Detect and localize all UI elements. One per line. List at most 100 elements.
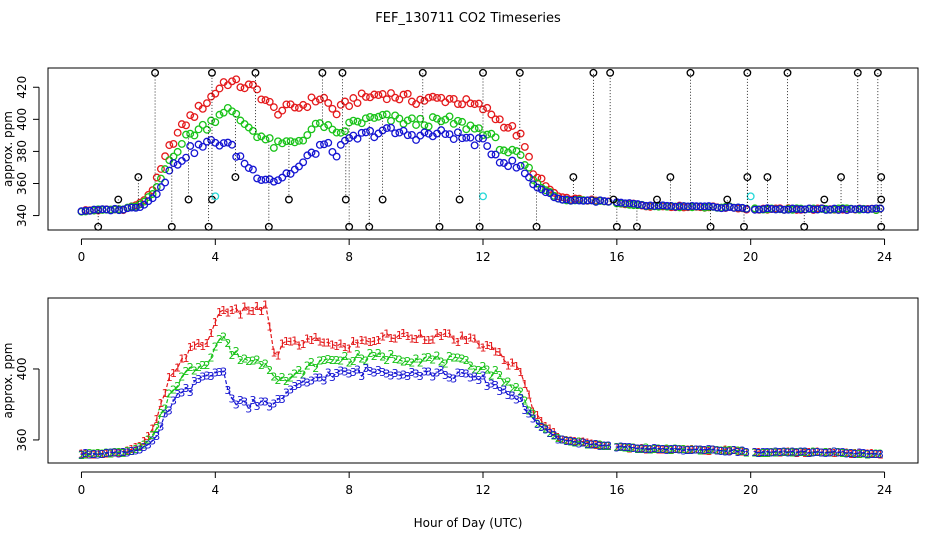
series-marker-green: 2 [730, 444, 737, 457]
data-point-red [504, 123, 513, 132]
series-marker-red: 1 [199, 340, 206, 353]
data-point-green [403, 116, 412, 125]
y-tick-label: 340 [15, 204, 29, 227]
series-marker-green: 2 [454, 352, 461, 365]
series-marker-blue: 3 [710, 444, 717, 457]
series-marker-red: 1 [291, 335, 298, 348]
data-point-blue [156, 183, 165, 192]
data-point-green [491, 133, 500, 142]
series-marker-green: 2 [295, 364, 302, 377]
series-marker-blue: 3 [584, 438, 591, 451]
data-point-red [232, 75, 241, 84]
series-marker-green: 2 [546, 427, 553, 440]
data-point-green [374, 112, 383, 121]
data-point-blue [725, 203, 734, 212]
series-marker-red: 1 [433, 327, 440, 340]
data-point-blue [353, 134, 362, 143]
data-point-red [156, 165, 165, 173]
data-point-cyan [746, 192, 755, 201]
series-marker-blue: 3 [802, 446, 809, 459]
series-marker-green: 2 [735, 445, 742, 458]
series-marker-green: 2 [459, 352, 466, 365]
data-point-blue [830, 204, 839, 213]
series-marker-blue: 3 [442, 369, 449, 382]
y-tick-label: 400 [15, 358, 29, 381]
series-marker-green: 2 [601, 440, 608, 453]
data-point-blue [194, 140, 203, 149]
series-marker-green: 2 [567, 436, 574, 449]
data-point-blue [328, 147, 337, 156]
data-point-blue [370, 133, 379, 142]
series-marker-green: 2 [291, 368, 298, 381]
series-marker-red: 1 [233, 302, 240, 315]
series-marker-blue: 3 [496, 385, 503, 398]
data-point-blue [562, 195, 571, 204]
series-marker-blue: 3 [379, 366, 386, 379]
series-marker-green: 2 [684, 444, 691, 457]
series-marker-blue: 3 [429, 370, 436, 383]
series-marker-green: 2 [651, 443, 658, 456]
data-point-blue [269, 177, 278, 186]
series-marker-blue: 3 [572, 436, 579, 449]
series-marker-blue: 3 [500, 384, 507, 397]
data-point-blue [805, 204, 814, 213]
data-point-blue [424, 129, 433, 138]
series-marker-red: 1 [375, 334, 382, 347]
series-marker-red: 1 [178, 353, 185, 366]
data-point-blue [851, 205, 860, 214]
data-point-red [533, 173, 542, 182]
series-marker-blue: 3 [187, 386, 194, 399]
series-marker-blue: 3 [601, 440, 608, 453]
data-point-blue [102, 205, 111, 214]
series-marker-blue: 3 [446, 371, 453, 384]
series-marker-green: 2 [450, 351, 457, 364]
series-marker-green: 2 [442, 358, 449, 371]
data-point-blue [453, 128, 462, 137]
x-tick-label: 20 [743, 483, 758, 497]
series-marker-red: 1 [618, 441, 625, 454]
series-marker-green: 2 [116, 446, 123, 459]
series-marker-green: 2 [404, 355, 411, 368]
series-marker-green: 2 [258, 359, 265, 372]
data-point-red [320, 93, 329, 102]
series-marker-green: 2 [254, 353, 261, 366]
data-point-blue [395, 128, 404, 137]
data-point-blue [801, 205, 810, 214]
series-marker-blue: 3 [459, 367, 466, 380]
series-marker-green: 2 [526, 404, 533, 417]
data-point-green [349, 116, 358, 125]
series-marker-green: 2 [408, 357, 415, 370]
series-marker-red: 1 [91, 448, 98, 461]
data-point-blue [119, 205, 128, 214]
series-marker-green: 2 [664, 443, 671, 456]
series-marker-red: 1 [262, 298, 269, 311]
data-point-blue [182, 153, 190, 162]
series-marker-red: 1 [492, 346, 499, 359]
data-point-blue [847, 204, 856, 213]
series-marker-green: 2 [572, 436, 579, 449]
series-marker-red: 1 [848, 448, 855, 461]
series-marker-green: 2 [672, 443, 679, 456]
series-marker-blue: 3 [400, 369, 407, 382]
y-tick-label: 360 [15, 172, 29, 195]
data-point-red [399, 90, 408, 99]
data-point-green [341, 127, 349, 136]
data-point-blue [776, 204, 784, 213]
data-point-blue [115, 206, 124, 215]
data-point-blue [525, 173, 533, 182]
series-marker-blue: 3 [358, 370, 365, 383]
series-marker-blue: 3 [735, 446, 742, 459]
series-marker-red: 1 [484, 339, 491, 352]
data-point-green [428, 113, 437, 122]
series-marker-blue: 3 [634, 442, 641, 455]
series-marker-green: 2 [132, 443, 139, 456]
series-marker-red: 1 [446, 327, 453, 340]
series-marker-red: 1 [781, 446, 788, 459]
series-marker-green: 2 [471, 364, 478, 377]
series-marker-blue: 3 [329, 371, 336, 384]
series-marker-blue: 3 [229, 393, 236, 406]
data-point-green [357, 119, 366, 128]
data-point-green [307, 125, 316, 134]
data-point-green [261, 135, 270, 144]
